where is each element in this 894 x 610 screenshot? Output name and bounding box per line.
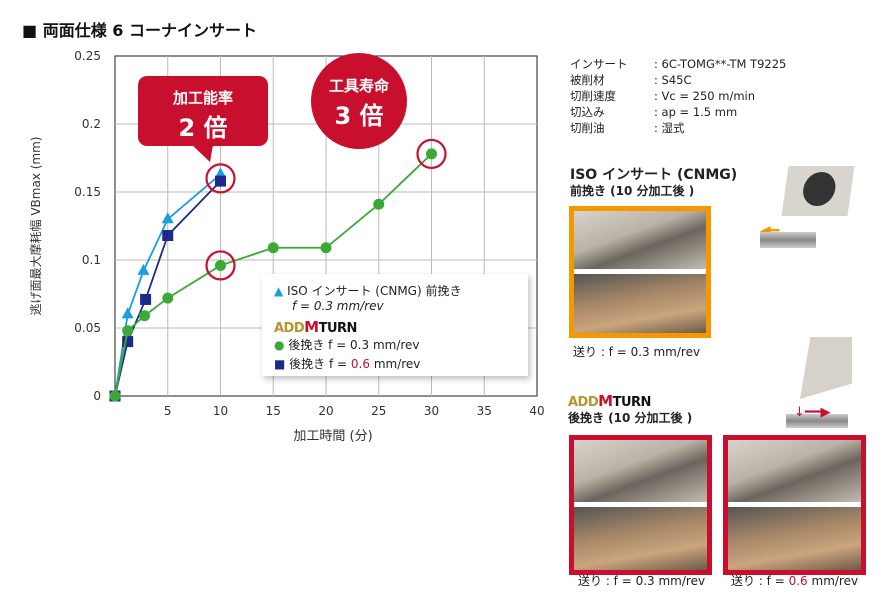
efficiency-callout: 加工能率 2 倍 <box>138 76 268 162</box>
highlight-ring <box>205 250 236 281</box>
addmultiturn-logo: ADDMTURN <box>274 318 357 336</box>
add-subtitle: 後挽き (10 分加工後 ) <box>568 411 693 425</box>
life-value: 3 倍 <box>334 102 383 130</box>
y-tick-label: 0 <box>93 389 101 403</box>
efficiency-label: 加工能率 <box>172 89 233 107</box>
cutting-conditions: インサート: 6C-TOMG**-TM T9225 被削材: S45C 切削速度… <box>570 56 786 136</box>
wear-chart: 5 10 15 20 25 30 35 40 0 0.05 0.1 0.15 0.2 0.25 加工時間 … <box>28 49 545 444</box>
highlight-ring <box>416 138 447 170</box>
data-point-square <box>215 175 226 187</box>
iso-subtitle: 前挽き (10 分加工後 ) <box>570 184 695 198</box>
life-label: 工具寿命 <box>329 77 390 95</box>
chart-legend: ▲ ISO インサート (CNMG) 前挽き f = 0.3 mm/rev AD… <box>262 274 528 376</box>
x-tick-label: 5 <box>164 404 172 418</box>
x-axis-label: 加工時間 (分) <box>293 429 372 444</box>
back-06-wear-photo <box>723 435 866 575</box>
back-03-caption: 送り : f = 0.3 mm/rev <box>578 574 706 588</box>
data-point-square <box>122 336 134 348</box>
data-point-square <box>140 293 152 305</box>
addmultiturn-logo-right: ADDMTURN <box>568 392 651 410</box>
legend-back-03: ● 後挽き f = 0.3 mm/rev <box>274 338 420 352</box>
spec-row: 切削油: 湿式 <box>570 121 685 135</box>
data-point-triangle <box>137 263 150 275</box>
y-tick-label: 0.25 <box>74 49 101 63</box>
efficiency-value: 2 倍 <box>178 114 227 142</box>
data-point-circle <box>109 390 121 402</box>
data-point-circle <box>426 148 437 160</box>
data-point-circle <box>139 310 151 322</box>
feed-right-arrow-icon: ↓━━▶ <box>794 405 831 420</box>
iso-insert-illustration <box>781 166 855 216</box>
back-06-caption: 送り : f = 0.6 mm/rev <box>731 574 859 588</box>
circle-marker-icon: ● <box>274 338 285 352</box>
y-tick-label: 0.1 <box>82 253 101 267</box>
y-tick-label: 0.2 <box>82 117 101 131</box>
data-point-triangle <box>214 167 227 179</box>
iso-title: ISO インサート (CNMG) <box>570 167 738 183</box>
data-point-triangle <box>121 307 134 319</box>
y-tick-label: 0.15 <box>74 185 101 199</box>
life-callout: 工具寿命 3 倍 <box>311 53 407 149</box>
square-marker-icon: ■ <box>274 357 286 371</box>
x-tick-label: 15 <box>266 404 281 418</box>
workpiece-bar-2 <box>786 414 848 428</box>
workpiece-bar <box>760 232 816 248</box>
page-title: ■ 両面仕様 6 コーナインサート <box>22 21 257 40</box>
spec-row: インサート: 6C-TOMG**-TM T9225 <box>570 57 787 71</box>
data-point-triangle <box>161 212 174 224</box>
iso-wear-photo <box>569 206 711 338</box>
x-tick-label: 40 <box>529 404 544 418</box>
data-point-circle <box>373 198 385 210</box>
legend-back-06: ■ 後挽き f = 0.6 mm/rev <box>274 357 421 371</box>
x-tick-label: 35 <box>477 404 492 418</box>
data-point-circle <box>162 292 174 304</box>
spec-row: 被削材: S45C <box>570 73 692 87</box>
y-axis-label: 逃げ面最大摩耗幅 VBmax (mm) <box>28 137 43 316</box>
iso-caption: 送り : f = 0.3 mm/rev <box>573 345 701 359</box>
data-point-circle <box>267 242 279 254</box>
legend-iso: ▲ ISO インサート (CNMG) 前挽き f = 0.3 mm/rev <box>274 284 462 313</box>
y-tick-label: 0.05 <box>74 321 101 335</box>
addmultiturn-insert-illustration <box>800 337 852 399</box>
x-tick-label: 10 <box>213 404 228 418</box>
x-tick-label: 25 <box>371 404 386 418</box>
x-tick-label: 30 <box>424 404 439 418</box>
triangle-marker-icon: ▲ <box>274 284 284 298</box>
x-tick-label: 20 <box>318 404 333 418</box>
highlight-ring <box>205 163 236 194</box>
back-03-wear-photo <box>569 435 712 575</box>
spec-row: 切込み: ap = 1.5 mm <box>570 105 738 119</box>
data-point-square <box>162 230 174 242</box>
data-point-circle <box>122 325 134 337</box>
data-point-circle <box>320 242 332 254</box>
data-point-circle <box>215 259 226 271</box>
spec-row: 切削速度: Vc = 250 m/min <box>570 89 756 103</box>
